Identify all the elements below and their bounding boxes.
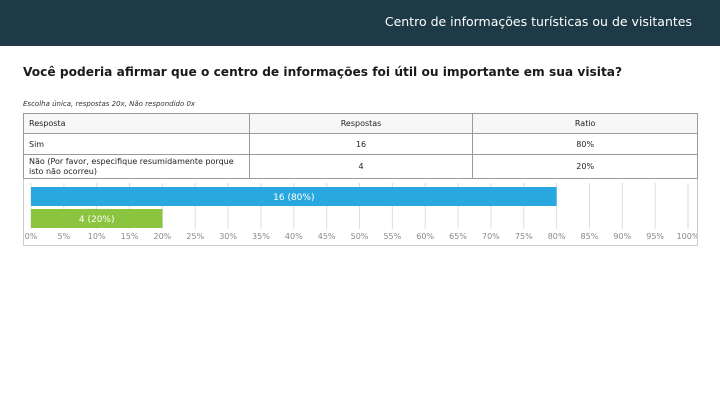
x-tick-label: 20% <box>154 232 172 241</box>
count-cell: 16 <box>248 133 474 155</box>
bar-chart: 16 (80%) 4 (20%) 0% 5% 10% 15% 20% 25% 30% 35% 40%… <box>25 183 697 241</box>
x-tick-label: 10% <box>88 232 106 241</box>
x-tick-label: 60% <box>416 232 434 241</box>
x-tick-label: 80% <box>548 232 566 241</box>
bar-nao <box>31 209 163 228</box>
header-respostas: Respostas <box>248 113 474 134</box>
x-tick-label: 5% <box>57 232 70 241</box>
x-tick-label: 65% <box>449 232 467 241</box>
header-bar: Centro de informações turísticas ou de v… <box>0 0 720 46</box>
x-tick-label: 0% <box>25 232 38 241</box>
answer-cell: Sim <box>23 133 250 155</box>
x-tick-label: 55% <box>383 232 401 241</box>
ratio-cell: 80% <box>472 133 698 155</box>
question-title: Você poderia afirmar que o centro de inf… <box>23 65 623 79</box>
x-tick-label: 35% <box>252 232 270 241</box>
x-tick-label: 25% <box>186 232 204 241</box>
x-tick-label: 45% <box>318 232 336 241</box>
header-title: Centro de informações turísticas ou de v… <box>384 14 692 29</box>
count-cell: 4 <box>248 154 474 179</box>
x-tick-label: 30% <box>219 232 237 241</box>
bar-chart-panel: 16 (80%) 4 (20%) 0% 5% 10% 15% 20% 25% 30% 35% 40%… <box>23 179 698 246</box>
bar-label: 4 (20%) <box>79 215 115 225</box>
table-row: Não (Por favor, especifique resumidament… <box>23 154 698 179</box>
ratio-cell: 20% <box>472 154 698 179</box>
answer-cell: Não (Por favor, especifique resumidament… <box>23 154 250 179</box>
header-resposta: Resposta <box>23 113 250 134</box>
x-tick-label: 15% <box>121 232 139 241</box>
x-tick-label: 100% <box>677 232 697 241</box>
response-meta: Escolha única, respostas 20x, Não respon… <box>23 100 196 108</box>
x-tick-label: 90% <box>613 232 631 241</box>
x-tick-label: 75% <box>515 232 533 241</box>
header-ratio: Ratio <box>472 113 698 134</box>
x-tick-label: 40% <box>285 232 303 241</box>
table-row: Sim 16 80% <box>23 133 698 155</box>
x-tick-label: 85% <box>581 232 599 241</box>
bar-label: 16 (80%) <box>273 193 314 203</box>
x-tick-label: 95% <box>646 232 664 241</box>
responses-table: Resposta Respostas Ratio Sim 16 80% Não … <box>23 113 698 179</box>
x-tick-label: 70% <box>482 232 500 241</box>
x-tick-label: 50% <box>351 232 369 241</box>
table-header-row: Resposta Respostas Ratio <box>23 113 698 134</box>
bar-sim <box>31 187 557 206</box>
